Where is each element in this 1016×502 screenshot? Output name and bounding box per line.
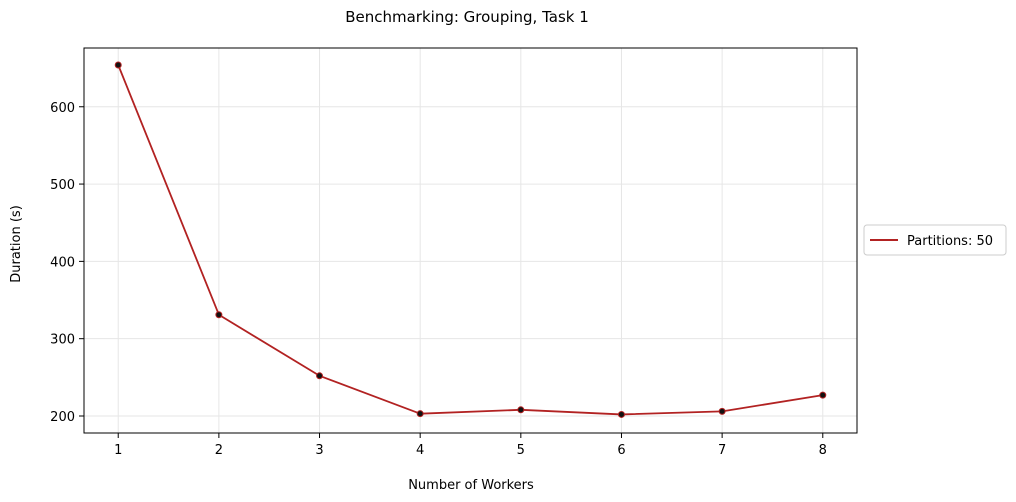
x-axis: 1 2 3 4 5 6 7 8 — [114, 433, 827, 458]
legend-entry: Partitions: 50 — [907, 234, 993, 249]
y-tick-label: 400 — [50, 255, 75, 270]
series-line — [117, 64, 823, 416]
legend: Partitions: 50 — [863, 224, 1007, 256]
x-tick-label: 3 — [315, 443, 323, 458]
data-point — [617, 410, 625, 418]
data-point — [416, 410, 424, 418]
y-tick-label: 600 — [50, 101, 75, 116]
chart-title: Benchmarking: Grouping, Task 1 — [345, 8, 589, 26]
y-axis: 200 300 400 500 600 — [50, 101, 84, 425]
x-tick-label: 2 — [215, 443, 223, 458]
x-tick-label: 8 — [819, 443, 827, 458]
data-point — [819, 391, 827, 399]
data-point — [718, 407, 726, 415]
data-point — [215, 311, 223, 319]
y-tick-label: 200 — [50, 410, 75, 425]
y-tick-label: 300 — [50, 333, 75, 348]
series-layer — [114, 61, 827, 418]
x-tick-label: 6 — [617, 443, 625, 458]
y-tick-label: 500 — [50, 178, 75, 193]
y-axis-label: Duration (s) — [9, 205, 24, 283]
legend-box — [863, 224, 1007, 256]
x-tick-label: 1 — [114, 443, 122, 458]
data-point — [114, 61, 122, 69]
data-point — [316, 372, 324, 380]
x-tick-label: 7 — [718, 443, 726, 458]
x-tick-label: 4 — [416, 443, 424, 458]
x-tick-label: 5 — [517, 443, 525, 458]
data-point — [517, 406, 525, 414]
plot-area — [83, 47, 858, 434]
grid — [84, 48, 857, 433]
x-axis-label: Number of Workers — [408, 478, 534, 493]
